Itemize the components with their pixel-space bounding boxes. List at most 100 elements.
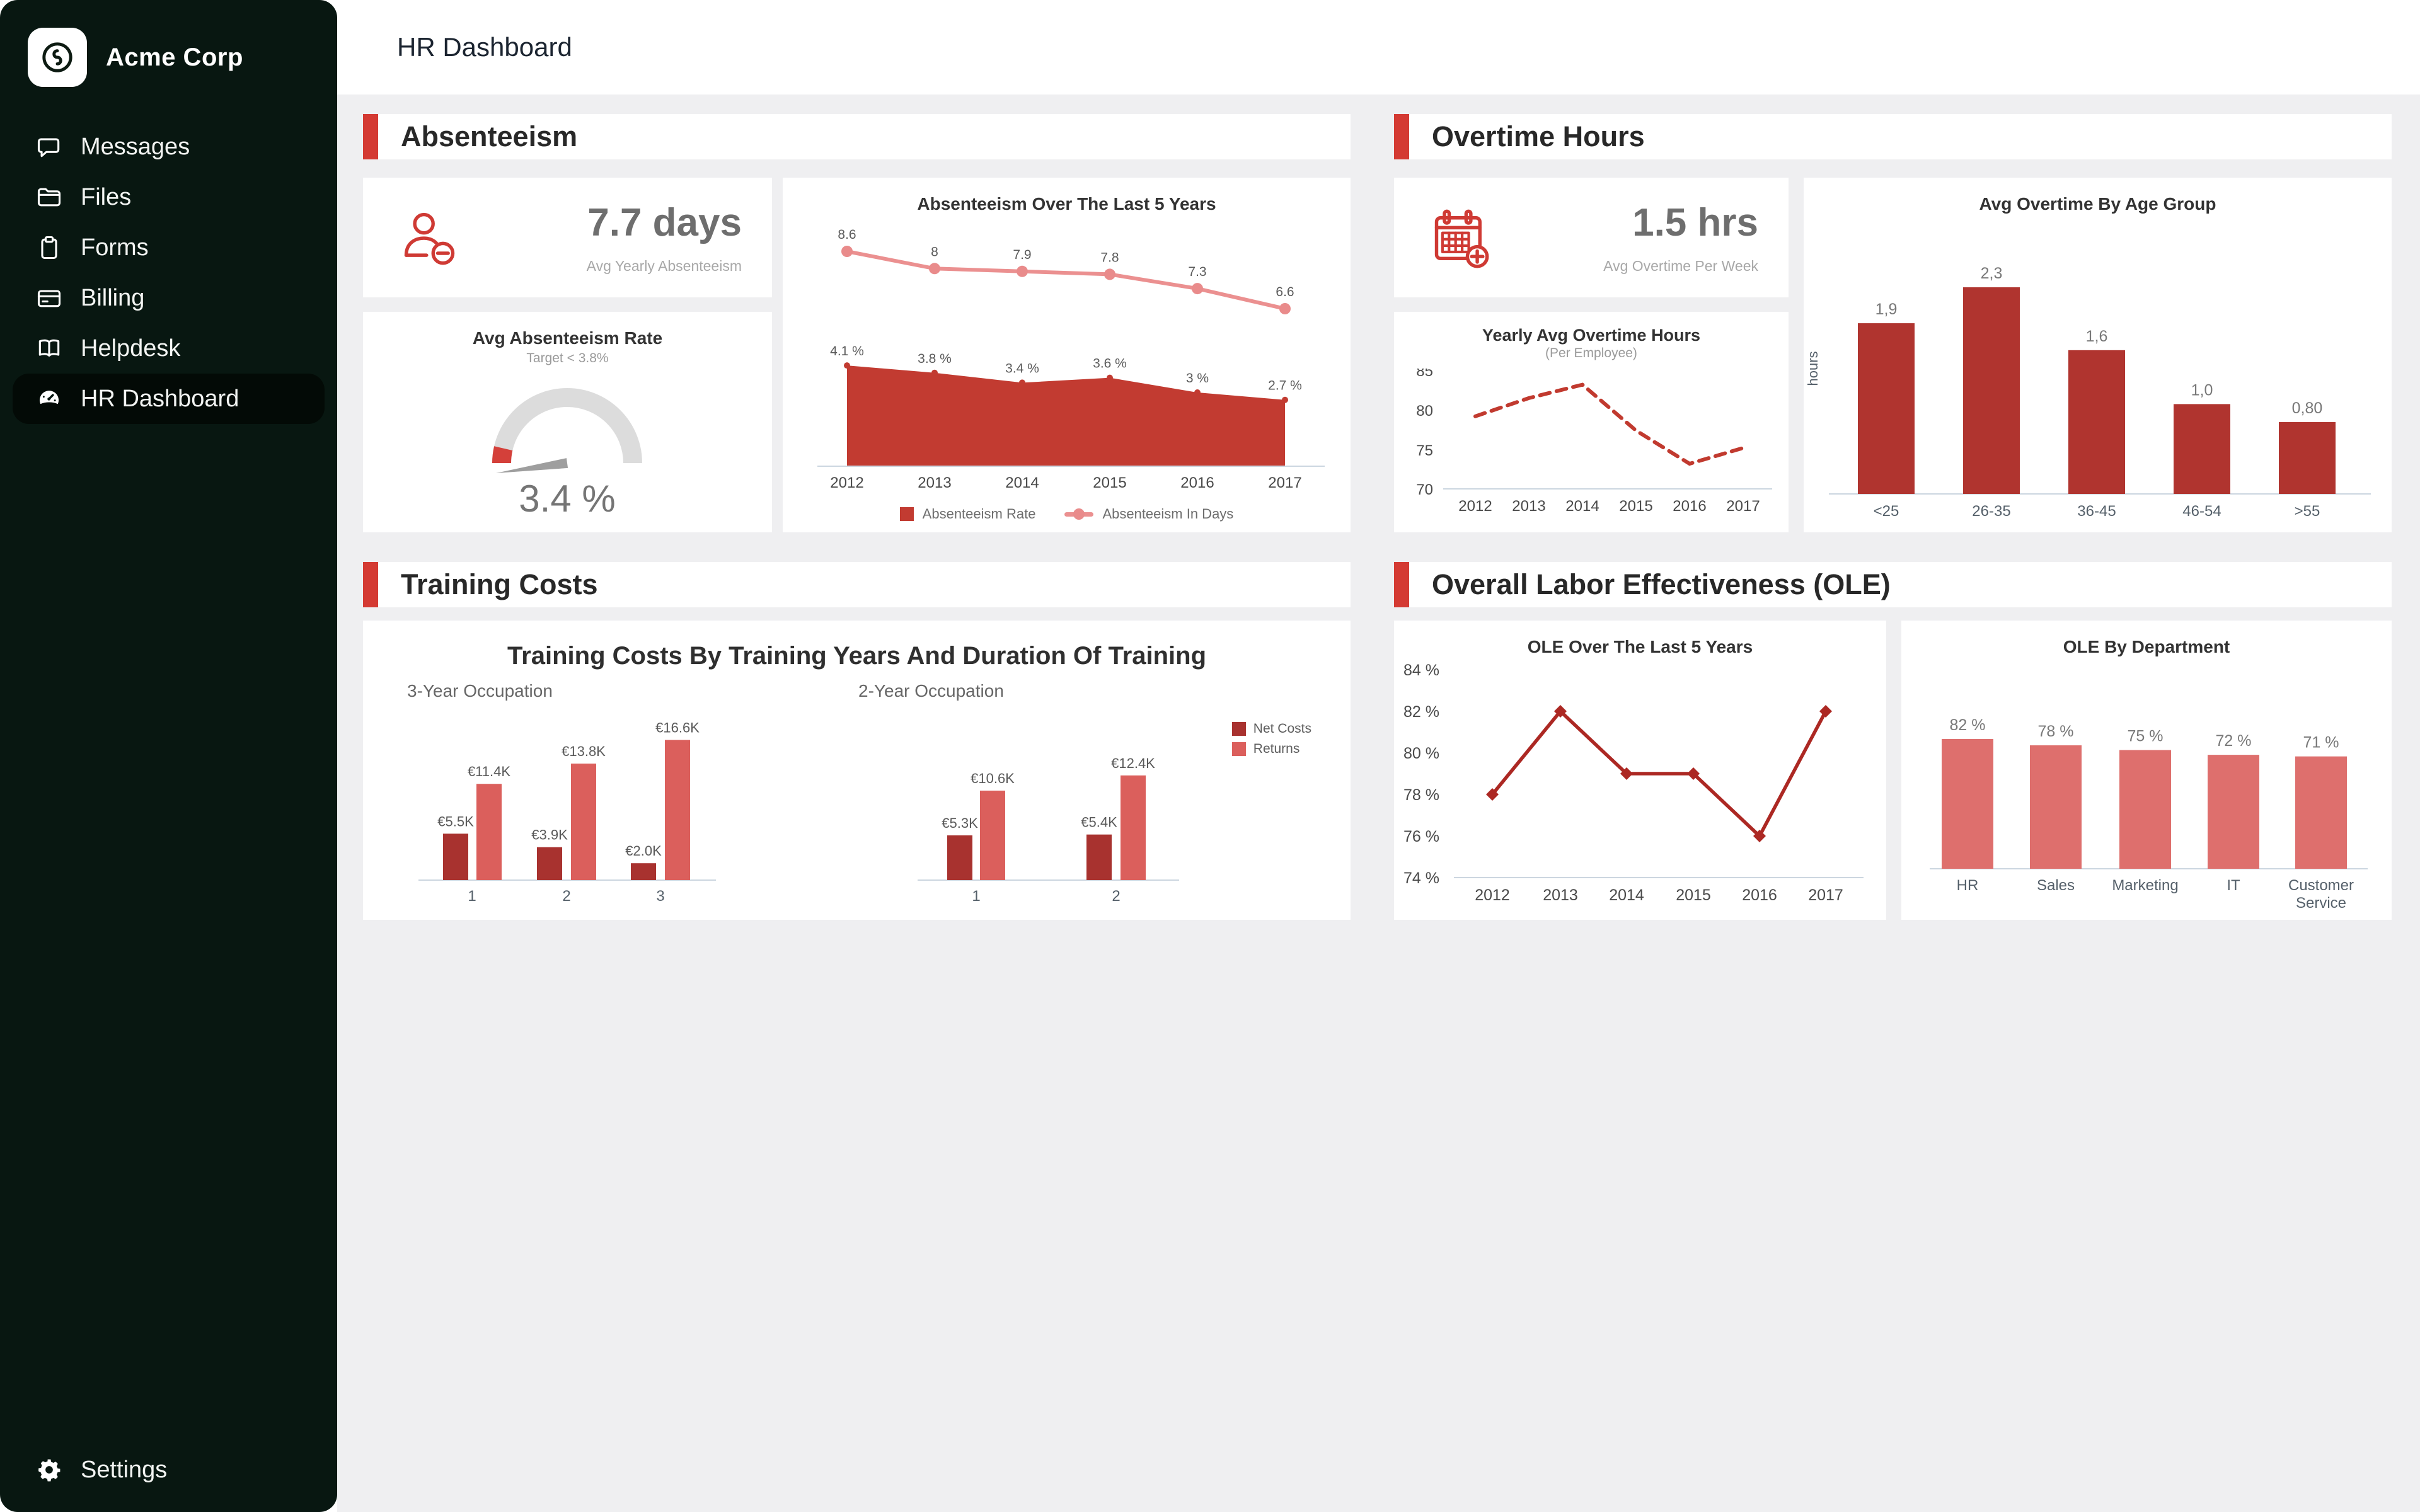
sidebar-nav: Messages Files Forms [0, 122, 337, 424]
person-minus-icon [398, 206, 461, 269]
svg-text:€13.8K: €13.8K [562, 743, 606, 759]
ole-dept-chart: 82 % HR 78 % Sales 75 % Marketing 72 % IT 71 % Cu… [1901, 658, 2392, 920]
svg-text:74 %: 74 % [1403, 869, 1439, 887]
dashboard-content: Absenteeism Overtime Hours Training Cost… [337, 94, 2420, 1512]
svg-text:2012: 2012 [1458, 498, 1492, 515]
svg-text:2012: 2012 [830, 474, 863, 491]
sidebar-item-messages[interactable]: Messages [13, 122, 325, 172]
panel-header-absenteeism: Absenteeism [363, 114, 1351, 159]
svg-text:1: 1 [972, 888, 980, 905]
chart-legend: Net Costs Returns [1231, 721, 1311, 757]
sidebar-item-billing[interactable]: Billing [13, 273, 325, 323]
sidebar-item-label: HR Dashboard [81, 385, 239, 412]
overtime-age-chart: 1,9 <25 2,3 26-35 1,6 36-45 1,0 46-54 0,80 >55 hou… [1804, 208, 2392, 532]
svg-text:76 %: 76 % [1403, 828, 1439, 845]
svg-text:75 %: 75 % [2128, 728, 2164, 745]
sidebar-item-label: Forms [81, 234, 149, 261]
svg-text:€5.4K: €5.4K [1081, 815, 1117, 830]
absenteeism-trend-card: Absenteeism Over The Last 5 Years 4.1 % 3… [783, 178, 1351, 532]
svg-text:70: 70 [1416, 481, 1433, 498]
group-label-2-year: 2-Year Occupation [858, 681, 1004, 701]
chart-title: Training Costs By Training Years And Dur… [507, 642, 1207, 670]
sidebar-item-settings[interactable]: Settings [13, 1445, 325, 1495]
sidebar-item-forms[interactable]: Forms [13, 222, 325, 273]
svg-text:1,0: 1,0 [2191, 381, 2213, 399]
svg-text:8.6: 8.6 [838, 227, 856, 242]
clipboard-icon [35, 234, 63, 261]
svg-text:1,9: 1,9 [1876, 301, 1898, 318]
chart-title: OLE Over The Last 5 Years [1527, 637, 1753, 656]
svg-text:2013: 2013 [1543, 886, 1578, 904]
overtime-age-card: Avg Overtime By Age Group 1,9 <25 2,3 26-35… [1804, 178, 2392, 532]
chart-legend: Absenteeism Rate Absenteeism In Days [783, 506, 1351, 522]
svg-text:8: 8 [931, 244, 938, 259]
legend-swatch [1231, 722, 1246, 736]
chart-subtitle: (Per Employee) [1545, 346, 1637, 360]
svg-text:3.6 %: 3.6 % [1093, 357, 1127, 371]
svg-text:€5.5K: €5.5K [437, 813, 474, 829]
chart-title: Avg Overtime By Age Group [1979, 194, 2216, 214]
group-label-3-year: 3-Year Occupation [407, 681, 553, 701]
svg-text:2016: 2016 [1180, 474, 1214, 491]
chart-title: Avg Absenteeism Rate [472, 328, 663, 348]
svg-text:7.8: 7.8 [1100, 250, 1119, 265]
svg-text:2: 2 [562, 888, 570, 905]
svg-text:€10.6K: €10.6K [971, 770, 1015, 786]
chart-title: Yearly Avg Overtime Hours [1482, 326, 1701, 345]
legend-label: Returns [1253, 742, 1300, 756]
gear-icon [35, 1456, 63, 1484]
svg-text:2015: 2015 [1619, 498, 1652, 515]
svg-text:82 %: 82 % [1403, 703, 1439, 721]
legend-swatch [1231, 742, 1246, 756]
sidebar-item-label: Billing [81, 284, 145, 311]
svg-text:78 %: 78 % [2038, 723, 2074, 740]
panel-header-training: Training Costs [363, 562, 1351, 607]
ole-dept-card: OLE By Department 82 % HR 78 % Sales 75 % Mar… [1901, 621, 2392, 920]
svg-text:75: 75 [1416, 442, 1433, 459]
svg-text:IT: IT [2227, 877, 2240, 894]
svg-text:4.1 %: 4.1 % [830, 344, 864, 358]
svg-text:2014: 2014 [1565, 498, 1599, 515]
stat-value: 7.7 days [587, 201, 742, 244]
svg-text:2017: 2017 [1726, 498, 1760, 515]
red-accent-bar [363, 114, 378, 159]
sidebar: Acme Corp Messages Files [0, 0, 337, 1512]
sidebar-item-files[interactable]: Files [13, 172, 325, 222]
sidebar-item-hr-dashboard[interactable]: HR Dashboard [13, 374, 325, 424]
gauge-chart: 3.4 % [363, 372, 772, 532]
svg-text:36-45: 36-45 [2077, 503, 2116, 520]
sidebar-item-helpdesk[interactable]: Helpdesk [13, 323, 325, 374]
credit-card-icon [35, 284, 63, 312]
svg-text:80 %: 80 % [1403, 745, 1439, 762]
svg-text:26-35: 26-35 [1972, 503, 2010, 520]
svg-text:1,6: 1,6 [2086, 328, 2108, 345]
svg-text:>55: >55 [2295, 503, 2320, 520]
svg-text:HR: HR [1957, 877, 1979, 894]
svg-text:€5.3K: €5.3K [942, 815, 978, 831]
sidebar-item-label: Messages [81, 133, 190, 160]
svg-text:71 %: 71 % [2303, 734, 2339, 752]
chart-title: Absenteeism Over The Last 5 Years [917, 194, 1216, 214]
svg-text:2017: 2017 [1808, 886, 1843, 904]
red-accent-bar [363, 562, 378, 607]
stat-value: 1.5 hrs [1632, 201, 1758, 244]
legend-swatch [899, 507, 914, 521]
svg-text:2013: 2013 [918, 474, 951, 491]
svg-text:46-54: 46-54 [2182, 503, 2221, 520]
svg-text:Sales: Sales [2037, 877, 2075, 894]
ole-trend-chart: 84 % 82 % 80 % 78 % 76 % 74 % 2012 2013 2014 2015… [1394, 658, 1886, 920]
svg-text:2015: 2015 [1676, 886, 1711, 904]
svg-text:2013: 2013 [1512, 498, 1545, 515]
svg-text:2016: 2016 [1673, 498, 1706, 515]
svg-text:€11.4K: €11.4K [468, 764, 510, 779]
top-bar: HR Dashboard [337, 0, 2420, 94]
ole-trend-card: OLE Over The Last 5 Years 84 % 82 % 80 % 78… [1394, 621, 1886, 920]
training-costs-card: Training Costs By Training Years And Dur… [363, 621, 1351, 920]
svg-text:2,3: 2,3 [1981, 265, 2003, 282]
chart-title: OLE By Department [2063, 637, 2230, 656]
svg-text:2015: 2015 [1093, 474, 1126, 491]
chat-icon [35, 133, 63, 161]
panel-title: Overtime Hours [1432, 120, 1645, 152]
